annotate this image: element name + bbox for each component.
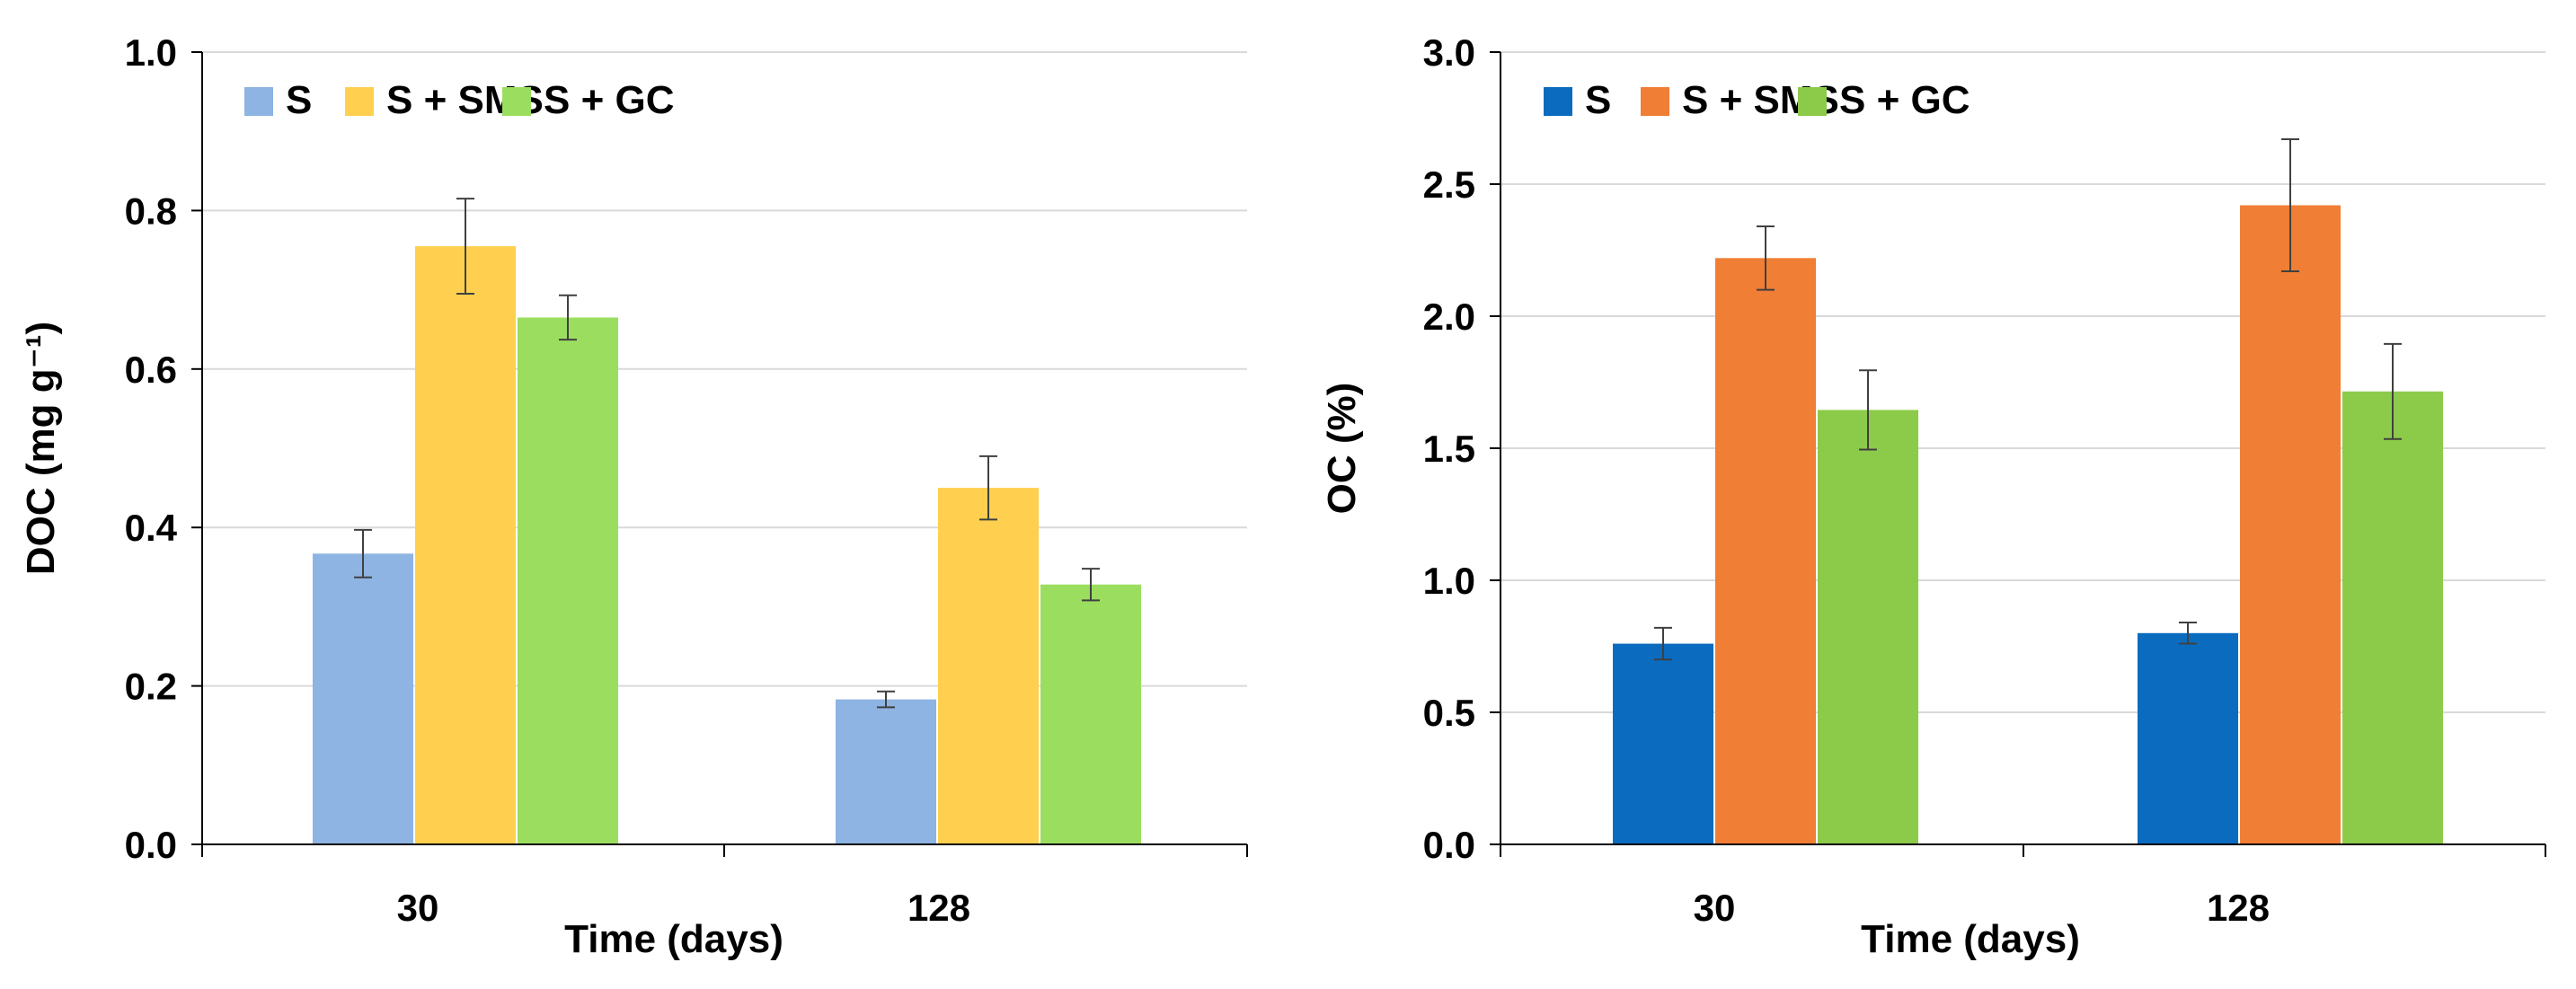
bar bbox=[1715, 258, 1816, 844]
y-tick-label: 0.5 bbox=[1423, 692, 1475, 734]
y-tick-label: 1.0 bbox=[1423, 560, 1475, 602]
x-axis-label: Time (days) bbox=[1861, 917, 2080, 961]
legend-swatch bbox=[502, 87, 531, 116]
bar bbox=[2240, 205, 2341, 844]
y-tick-label: 0.0 bbox=[125, 824, 177, 866]
y-tick-label: 0.8 bbox=[125, 190, 177, 232]
legend-swatch bbox=[1641, 87, 1669, 116]
y-tick-label: 3.0 bbox=[1423, 31, 1475, 74]
y-tick-label: 0.2 bbox=[125, 666, 177, 708]
y-tick-label: 0.6 bbox=[125, 349, 177, 391]
panel-oc: 0.0 0.5 1.0 1.5 2.0 2.5 3.0 30 128 Time (days) OC … bbox=[1320, 31, 2546, 961]
y-tick-label: 0.4 bbox=[125, 507, 178, 549]
x-tick-label: 30 bbox=[1694, 887, 1736, 929]
x-tick-label: 128 bbox=[907, 887, 970, 929]
legend-label: S bbox=[1585, 78, 1611, 122]
bar bbox=[1818, 410, 1918, 844]
y-tick-label: 1.5 bbox=[1423, 428, 1475, 470]
y-tick-label: 2.0 bbox=[1423, 296, 1475, 338]
x-axis-label: Time (days) bbox=[564, 917, 783, 961]
bar bbox=[313, 553, 413, 844]
legend-swatch bbox=[345, 87, 374, 116]
legend-swatch bbox=[1544, 87, 1572, 116]
legend-swatch bbox=[244, 87, 273, 116]
bar bbox=[836, 699, 936, 844]
bar bbox=[938, 488, 1039, 844]
x-tick-label: 30 bbox=[397, 887, 439, 929]
x-tick-label: 128 bbox=[2207, 887, 2270, 929]
y-tick-label: 2.5 bbox=[1423, 163, 1475, 206]
bar bbox=[2342, 391, 2443, 844]
bar bbox=[2138, 632, 2238, 844]
y-tick-label: 1.0 bbox=[125, 31, 177, 74]
legend-label: S + GC bbox=[544, 78, 675, 122]
bar bbox=[1040, 584, 1141, 844]
legend-label: S bbox=[286, 78, 312, 122]
bar bbox=[1613, 643, 1713, 844]
bar bbox=[518, 317, 618, 845]
bar bbox=[415, 246, 516, 845]
y-axis-label: DOC (mg g⁻¹) bbox=[19, 322, 63, 575]
y-axis-label: OC (%) bbox=[1320, 383, 1364, 515]
panel-doc: 0.0 0.2 0.4 0.6 0.8 1.0 30 128 Time (days) DOC (m… bbox=[19, 31, 1248, 961]
legend-label: S + GC bbox=[1839, 78, 1970, 122]
legend-swatch bbox=[1798, 87, 1827, 116]
y-tick-label: 0.0 bbox=[1423, 824, 1475, 866]
